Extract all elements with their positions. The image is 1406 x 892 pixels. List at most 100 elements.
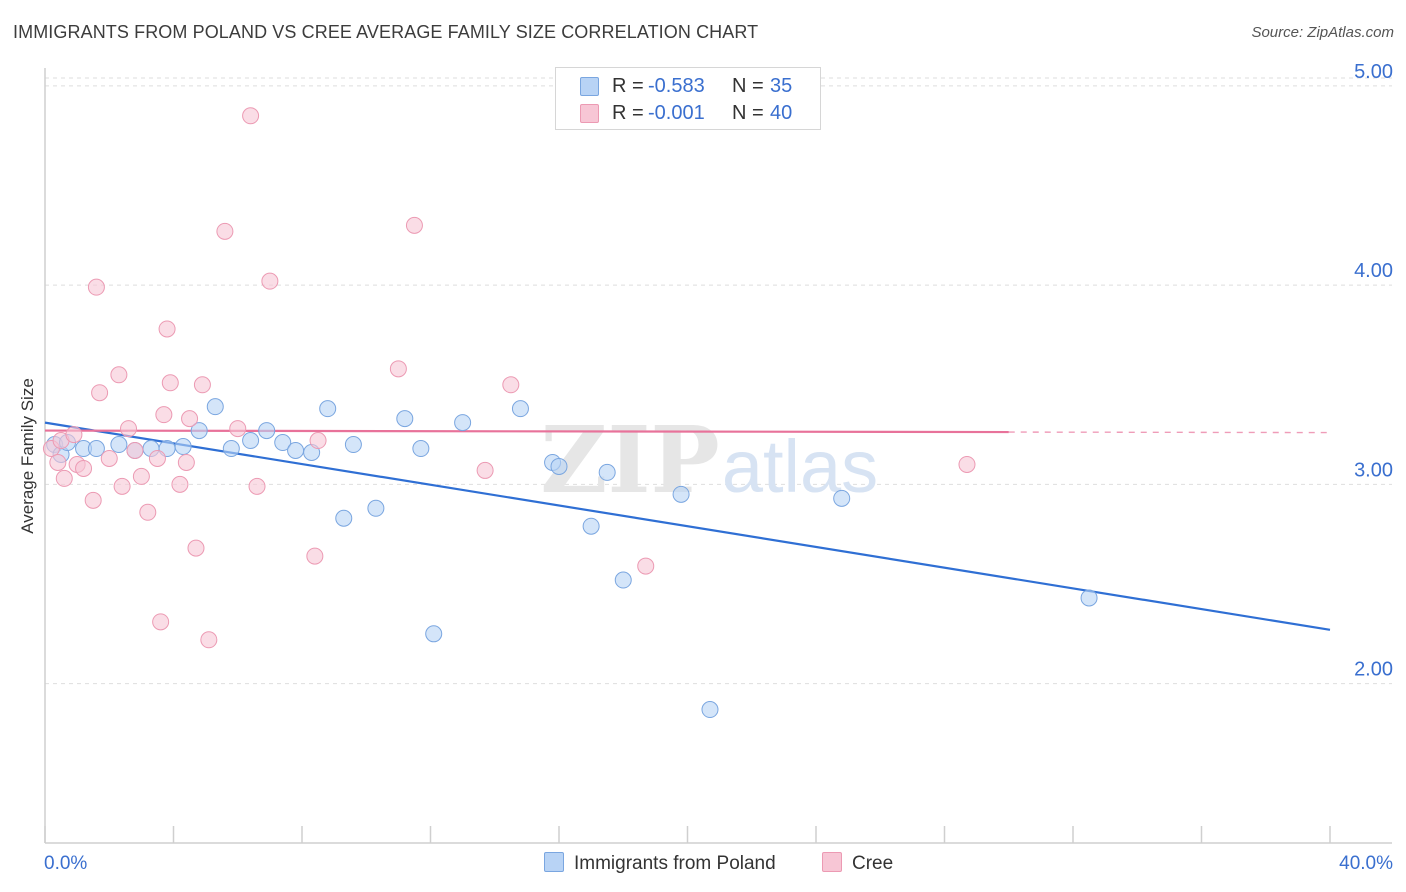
n-value: 40 [770, 102, 793, 124]
poland-point [672, 485, 690, 503]
cree-point [152, 613, 170, 631]
poland-point [174, 438, 192, 456]
cree-point [306, 547, 324, 565]
cree-point [405, 216, 423, 234]
axes [44, 68, 1392, 844]
cree-point [126, 442, 144, 460]
cree-point [49, 453, 67, 471]
cree-point [187, 539, 205, 557]
poland-trend-line [44, 421, 1331, 631]
poland-point [110, 436, 128, 454]
poland-point [274, 434, 292, 452]
poland-point [833, 489, 851, 507]
cree-point [161, 374, 179, 392]
chart-title: IMMIGRANTS FROM POLAND VS CREE AVERAGE F… [13, 22, 759, 42]
poland-point [335, 509, 353, 527]
pink-swatch [822, 852, 842, 872]
r-value: -0.001 [648, 102, 705, 124]
y-tick-label: 5.00 [1354, 61, 1393, 83]
cree-point [100, 449, 118, 467]
cree-point [132, 467, 150, 485]
cree-point [229, 420, 247, 438]
poland-point [1080, 589, 1098, 607]
pink-swatch [580, 104, 599, 123]
cree-point [389, 360, 407, 378]
poland-point [701, 701, 719, 719]
y-tick-label: 3.00 [1354, 459, 1393, 481]
poland-point [598, 463, 616, 481]
cree-point [309, 432, 327, 450]
poland-point [190, 422, 208, 440]
poland-point [396, 410, 414, 428]
correlation-stats-box: R = -0.583 N = 35 R = -0.001 N = 40 [555, 67, 821, 130]
cree-point [87, 278, 105, 296]
cree-point [181, 410, 199, 428]
tick-labels: 2.00 3.00 4.00 5.00 0.0% 40.0% [44, 61, 1393, 874]
watermark: ZIP atlas [540, 406, 878, 514]
poland-point [582, 517, 600, 535]
blue-swatch [544, 852, 564, 872]
r-label: R = [612, 102, 644, 124]
poland-point [287, 442, 305, 460]
blue-swatch [580, 77, 599, 96]
poland-point [367, 499, 385, 517]
gridlines [45, 77, 1392, 685]
poland-point [222, 440, 240, 458]
y-tick-label: 4.00 [1354, 260, 1393, 282]
stats-row-poland: R = -0.583 N = 35 [556, 73, 820, 101]
legend-item-poland[interactable]: Immigrants from Poland [544, 852, 776, 875]
cree-point [502, 376, 520, 394]
cree-point [637, 557, 655, 575]
watermark-zip: ZIP [540, 406, 719, 514]
n-value: 35 [770, 75, 793, 97]
cree-point [65, 426, 83, 444]
x-tick-label-right: 40.0% [1339, 853, 1393, 874]
cree-point [216, 222, 234, 240]
cree-point [242, 107, 260, 125]
n-label: N = [732, 102, 764, 124]
cree-point [55, 469, 73, 487]
n-label: N = [732, 75, 764, 97]
legend-label: Immigrants from Poland [574, 853, 776, 874]
legend-item-cree[interactable]: Cree [822, 852, 893, 875]
poland-point [344, 436, 362, 454]
cree-point [200, 631, 218, 649]
cree-point [110, 366, 128, 384]
cree-point [158, 320, 176, 338]
poland-point [550, 457, 568, 475]
source-label: Source: ZipAtlas.com [1251, 24, 1394, 41]
cree-point [958, 455, 976, 473]
cree-point [476, 461, 494, 479]
poland-point [412, 440, 430, 458]
y-tick-label: 2.00 [1354, 659, 1393, 681]
cree-trend-line [44, 429, 1009, 434]
cree-point [261, 272, 279, 290]
r-label: R = [612, 75, 644, 97]
poland-point [206, 398, 224, 416]
poland-point [258, 422, 276, 440]
cree-point [155, 406, 173, 424]
cree-point [148, 449, 166, 467]
cree-point [139, 503, 157, 521]
cree-point [91, 384, 109, 402]
legend-label: Cree [852, 853, 894, 874]
watermark-atlas: atlas [722, 425, 878, 508]
poland-point [87, 440, 105, 458]
cree-point [75, 459, 93, 477]
r-value: -0.583 [648, 75, 705, 97]
cree-point [193, 376, 211, 394]
cree-point [120, 420, 138, 438]
poland-point [425, 625, 443, 643]
poland-point [319, 400, 337, 418]
cree-point [84, 491, 102, 509]
poland-point [454, 414, 472, 432]
data-points [42, 107, 1098, 719]
cree-point [177, 453, 195, 471]
poland-point [614, 571, 632, 589]
poland-point [511, 400, 529, 418]
poland-point [242, 432, 260, 450]
x-tick-label-left: 0.0% [44, 853, 87, 874]
stats-row-cree: R = -0.001 N = 40 [556, 100, 820, 128]
cree-point [113, 477, 131, 495]
